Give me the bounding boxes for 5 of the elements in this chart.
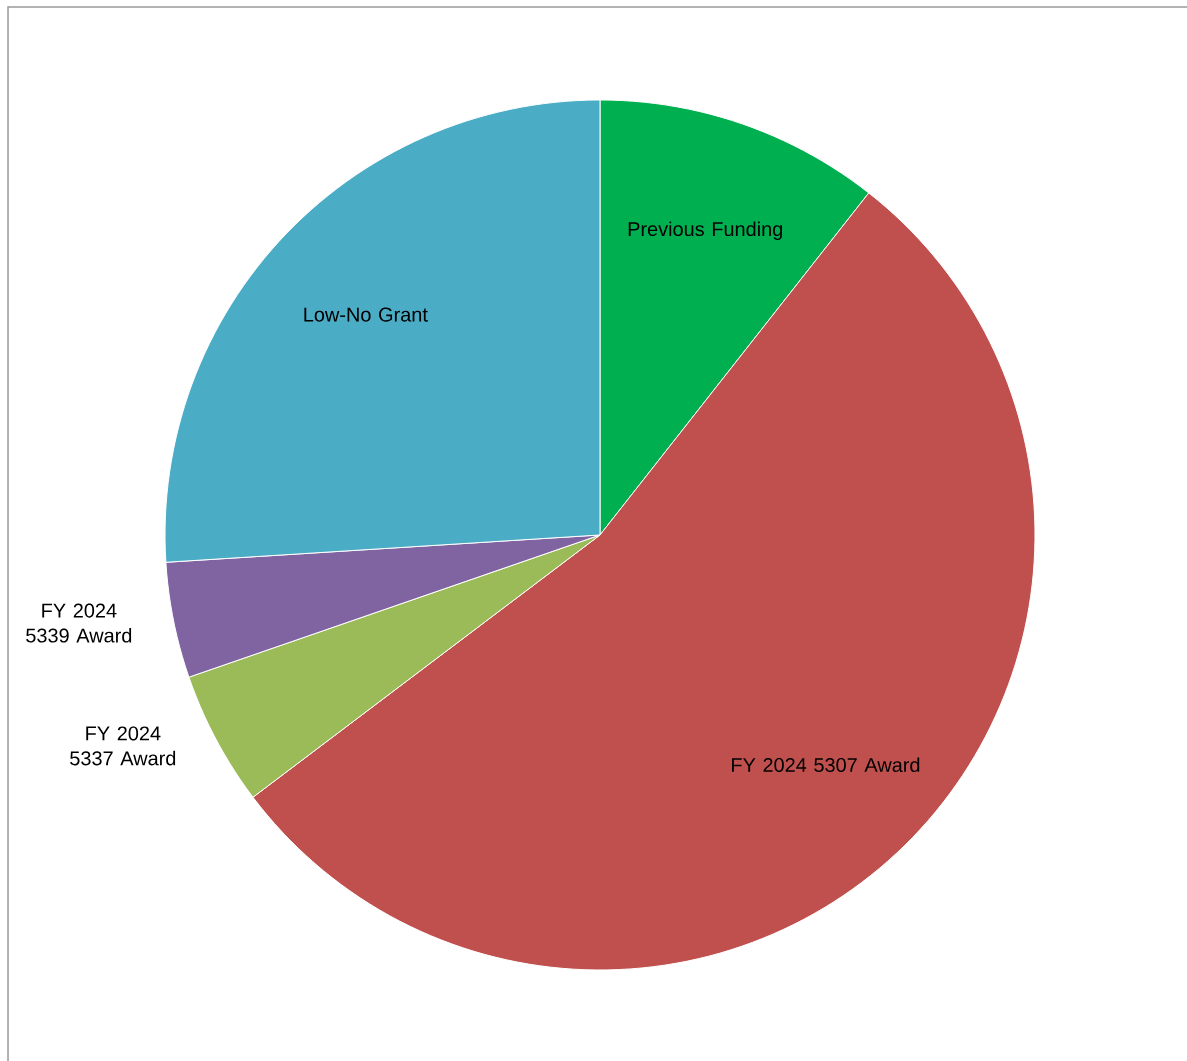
- slice-label: Previous Funding: [628, 221, 782, 241]
- slice-label: FY 2024 5339 Award: [26, 603, 132, 643]
- slice-label: Low-No Grant: [304, 307, 428, 322]
- slice-label: FY 2024 5307 Award: [732, 757, 920, 773]
- slice-label: FY 2024 5337 Award: [70, 726, 176, 766]
